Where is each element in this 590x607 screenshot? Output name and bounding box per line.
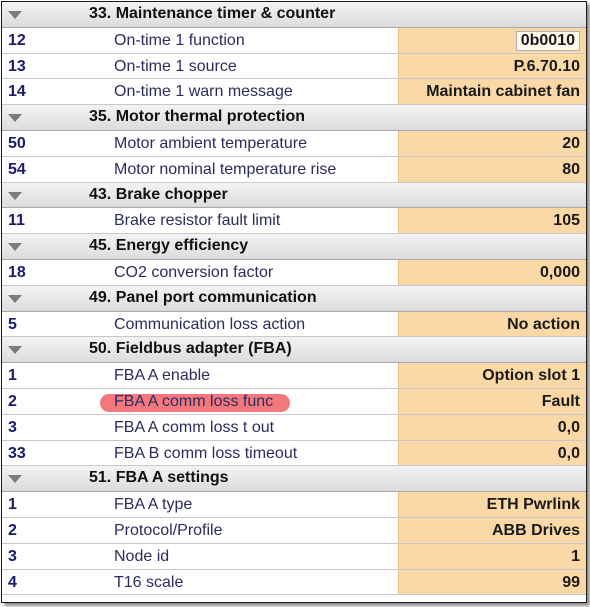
param-row-35-54[interactable]: 54 Motor nominal temperature rise 80 bbox=[2, 156, 586, 183]
group-header-51[interactable]: 51. FBA A settings bbox=[2, 466, 586, 493]
param-row-33-13[interactable]: 13 On-time 1 source P.6.70.10 bbox=[2, 53, 586, 80]
param-row-51-2[interactable]: 2 Protocol/Profile ABB Drives bbox=[2, 517, 586, 544]
group-title: 35. Motor thermal protection bbox=[89, 108, 306, 126]
param-id: 50 bbox=[8, 134, 26, 152]
param-id: 13 bbox=[8, 57, 26, 75]
param-name: On-time 1 warn message bbox=[114, 83, 293, 101]
param-id: 11 bbox=[8, 212, 25, 230]
param-id: 2 bbox=[8, 521, 17, 539]
param-value[interactable]: 0,0 bbox=[398, 414, 586, 440]
param-row-43-11[interactable]: 11 Brake resistor fault limit 105 bbox=[2, 208, 586, 235]
group-header-35[interactable]: 35. Motor thermal protection bbox=[2, 105, 586, 131]
group-header-50[interactable]: 50. Fieldbus adapter (FBA) bbox=[2, 337, 586, 364]
group-header-33[interactable]: 33. Maintenance timer & counter bbox=[2, 2, 586, 28]
param-value[interactable]: No action bbox=[398, 311, 586, 337]
group-title: 45. Energy efficiency bbox=[89, 237, 249, 255]
collapse-arrow-icon[interactable] bbox=[8, 475, 22, 484]
param-row-50-1[interactable]: 1 FBA A enable Option slot 1 bbox=[2, 363, 586, 389]
collapse-arrow-icon[interactable] bbox=[8, 243, 22, 252]
param-id: 5 bbox=[8, 315, 17, 333]
param-value[interactable]: P.6.70.10 bbox=[398, 53, 586, 79]
param-row-50-2[interactable]: 2 FBA A comm loss func Fault bbox=[2, 388, 586, 415]
param-row-50-3[interactable]: 3 FBA A comm loss t out 0,0 bbox=[2, 414, 586, 441]
group-title: 43. Brake chopper bbox=[89, 185, 228, 203]
param-row-51-4[interactable]: 4 T16 scale 99 bbox=[2, 569, 586, 596]
param-id: 4 bbox=[8, 573, 17, 591]
param-id: 1 bbox=[8, 367, 17, 385]
collapse-arrow-icon[interactable] bbox=[8, 11, 22, 19]
param-name: Node id bbox=[114, 547, 170, 565]
group-header-49[interactable]: 49. Panel port communication bbox=[2, 285, 586, 312]
param-name: On-time 1 source bbox=[114, 57, 237, 75]
param-id: 3 bbox=[8, 418, 17, 436]
param-row-45-18[interactable]: 18 CO2 conversion factor 0,000 bbox=[2, 259, 586, 286]
param-value[interactable]: 0b0010 bbox=[398, 27, 586, 53]
collapse-arrow-icon[interactable] bbox=[8, 191, 22, 200]
param-name-highlighted: FBA A comm loss func bbox=[99, 392, 291, 412]
param-name: FBA A enable bbox=[114, 367, 211, 385]
collapse-arrow-icon[interactable] bbox=[8, 294, 22, 303]
group-title: 33. Maintenance timer & counter bbox=[89, 5, 336, 22]
param-row-50-33[interactable]: 33 FBA B comm loss timeout 0,0 bbox=[2, 440, 586, 467]
param-row-49-5[interactable]: 5 Communication loss action No action bbox=[2, 311, 586, 338]
param-id: 33 bbox=[8, 444, 26, 462]
param-name: Motor nominal temperature rise bbox=[114, 160, 337, 178]
param-id: 3 bbox=[8, 547, 17, 565]
param-id: 18 bbox=[8, 263, 26, 281]
param-value[interactable]: 99 bbox=[398, 569, 586, 595]
param-id: 2 bbox=[8, 392, 17, 410]
param-value[interactable]: 0,000 bbox=[398, 259, 586, 285]
param-value[interactable]: ETH Pwrlink bbox=[398, 492, 586, 517]
param-row-51-3[interactable]: 3 Node id 1 bbox=[2, 543, 586, 570]
param-name: Communication loss action bbox=[114, 315, 306, 333]
param-id: 14 bbox=[8, 83, 26, 101]
group-header-45[interactable]: 45. Energy efficiency bbox=[2, 234, 586, 260]
param-name: T16 scale bbox=[114, 573, 184, 591]
group-title: 49. Panel port communication bbox=[89, 288, 317, 306]
param-name: FBA A comm loss t out bbox=[114, 418, 275, 436]
group-header-43[interactable]: 43. Brake chopper bbox=[2, 182, 586, 209]
param-value[interactable]: 0,0 bbox=[398, 440, 586, 466]
param-value[interactable]: 1 bbox=[398, 543, 586, 569]
param-name: On-time 1 function bbox=[114, 31, 245, 49]
param-name: Motor ambient temperature bbox=[114, 134, 307, 152]
collapse-arrow-icon[interactable] bbox=[8, 114, 22, 123]
param-id: 54 bbox=[8, 160, 26, 178]
param-name: Protocol/Profile bbox=[114, 521, 223, 539]
group-title: 51. FBA A settings bbox=[89, 469, 229, 487]
collapse-arrow-icon[interactable] bbox=[8, 346, 22, 355]
param-value-text[interactable]: 0b0010 bbox=[515, 30, 580, 51]
param-name: FBA A type bbox=[114, 496, 193, 514]
param-row-35-50[interactable]: 50 Motor ambient temperature 20 bbox=[2, 130, 586, 157]
param-value[interactable]: ABB Drives bbox=[398, 517, 586, 543]
param-value[interactable]: 105 bbox=[398, 208, 586, 234]
param-value[interactable]: Option slot 1 bbox=[398, 363, 586, 388]
param-value[interactable]: Maintain cabinet fan bbox=[398, 79, 586, 105]
param-name: FBA B comm loss timeout bbox=[114, 444, 298, 462]
param-name: CO2 conversion factor bbox=[114, 263, 274, 281]
param-value[interactable]: 20 bbox=[398, 130, 586, 156]
param-row-51-1[interactable]: 1 FBA A type ETH Pwrlink bbox=[2, 492, 586, 518]
param-row-33-12[interactable]: 12 On-time 1 function 0b0010 bbox=[2, 27, 586, 54]
param-id: 1 bbox=[8, 496, 17, 514]
param-value[interactable]: 80 bbox=[398, 156, 586, 182]
param-name: Brake resistor fault limit bbox=[114, 212, 281, 230]
param-value[interactable]: Fault bbox=[398, 388, 586, 414]
group-title: 50. Fieldbus adapter (FBA) bbox=[89, 340, 292, 358]
param-id: 12 bbox=[8, 31, 26, 49]
param-row-33-14[interactable]: 14 On-time 1 warn message Maintain cabin… bbox=[2, 79, 586, 106]
